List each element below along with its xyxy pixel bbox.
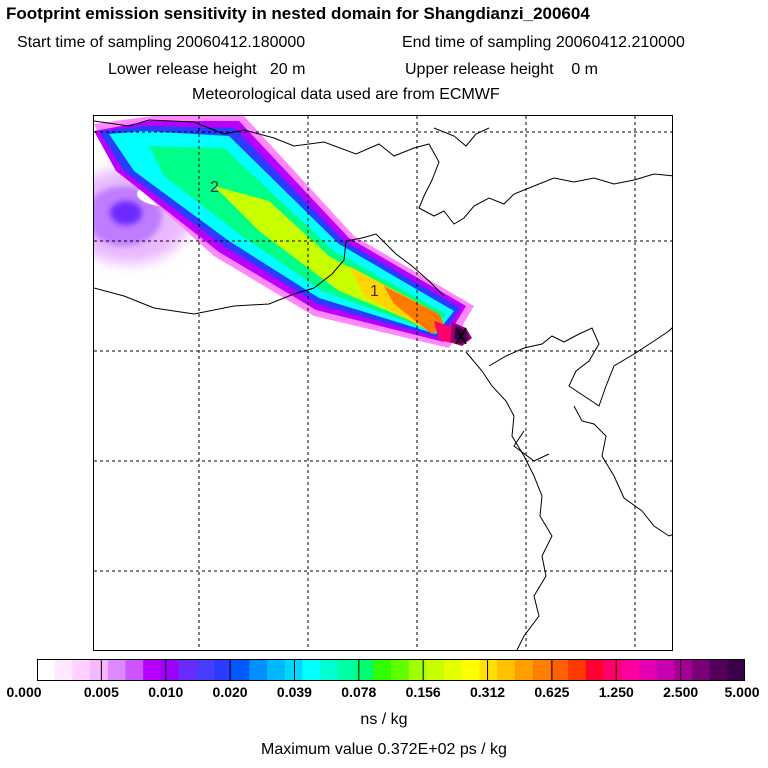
- colorbar-cell: [284, 659, 303, 681]
- colorbar-frame: [37, 659, 745, 681]
- contour-label-1: 1: [370, 283, 379, 300]
- colorbar-tick-label: 0.000: [6, 684, 42, 700]
- colorbar-cell: [391, 659, 410, 681]
- colorbar-tick-label: 0.039: [276, 684, 312, 700]
- colorbar-cell: [638, 659, 657, 681]
- colorbar-cell: [656, 659, 675, 681]
- graticule: [94, 116, 672, 650]
- map-title: Footprint emission sensitivity in nested…: [6, 4, 590, 23]
- colorbar-cell: [178, 659, 197, 681]
- colorbar-cell: [621, 659, 640, 681]
- contour-label-2: 2: [210, 179, 219, 196]
- colorbar-cell: [90, 659, 109, 681]
- colorbar-cell: [196, 659, 215, 681]
- colorbar-cell: [408, 659, 427, 681]
- colorbar-cell: [426, 659, 445, 681]
- colorbar-cell: [54, 659, 73, 681]
- colorbar: [37, 659, 745, 681]
- colorbar-tick-label: 0.312: [470, 684, 506, 700]
- colorbar-cell: [709, 659, 728, 681]
- colorbar-cell: [691, 659, 711, 681]
- colorbar-units: ns / kg: [360, 711, 408, 728]
- colorbar-tick-label: 0.625: [534, 684, 570, 700]
- footprint-map: 2 1: [94, 116, 672, 650]
- colorbar-cell: [267, 659, 286, 681]
- colorbar-cell: [603, 659, 622, 681]
- colorbar-tick-label: 2.500: [663, 684, 699, 700]
- maximum-value-label: Maximum value 0.372E+02 ps / kg: [261, 741, 507, 758]
- colorbar-cell: [107, 659, 126, 681]
- colorbar-cell: [497, 659, 516, 681]
- colorbar-cell: [37, 659, 56, 681]
- colorbar-tick-label: 0.020: [212, 684, 248, 700]
- colorbar-cell: [727, 659, 745, 681]
- colorbar-tick-label: 0.078: [341, 684, 377, 700]
- colorbar-cell: [160, 659, 180, 681]
- colorbar-cell: [302, 659, 321, 681]
- colorbar-cell: [444, 659, 463, 681]
- lower-release-label: Lower release height 20 m: [108, 61, 306, 78]
- colorbar-cell: [373, 659, 392, 681]
- colorbar-cell: [461, 659, 480, 681]
- colorbar-cell: [72, 659, 91, 681]
- colorbar-cell: [337, 659, 357, 681]
- colorbar-cell: [249, 659, 268, 681]
- coastlines: [94, 119, 672, 650]
- colorbar-cell: [355, 659, 374, 681]
- met-data-label: Meteorological data used are from ECMWF: [192, 86, 500, 103]
- colorbar-tick-label: 5.000: [724, 684, 760, 700]
- colorbar-tick-label: 1.250: [598, 684, 634, 700]
- colorbar-cell: [514, 659, 534, 681]
- colorbar-cell: [479, 659, 498, 681]
- colorbar-cell: [674, 659, 693, 681]
- colorbar-cell: [568, 659, 587, 681]
- colorbar-cell: [532, 659, 551, 681]
- end-time-label: End time of sampling 20060412.210000: [402, 34, 685, 51]
- colorbar-tick-label: 0.156: [405, 684, 441, 700]
- colorbar-cell: [550, 659, 569, 681]
- start-time-label: Start time of sampling 20060412.180000: [17, 34, 306, 51]
- map-panel[interactable]: 2 1: [93, 115, 673, 651]
- colorbar-tick-label: 0.005: [83, 684, 119, 700]
- colorbar-cell: [125, 659, 144, 681]
- colorbar-cell: [585, 659, 604, 681]
- upper-release-label: Upper release height 0 m: [405, 61, 598, 78]
- colorbar-tick-label: 0.010: [148, 684, 184, 700]
- colorbar-cell: [231, 659, 250, 681]
- sensitivity-plume: [94, 116, 474, 348]
- colorbar-cell: [143, 659, 162, 681]
- colorbar-cell: [214, 659, 233, 681]
- colorbar-cell: [320, 659, 339, 681]
